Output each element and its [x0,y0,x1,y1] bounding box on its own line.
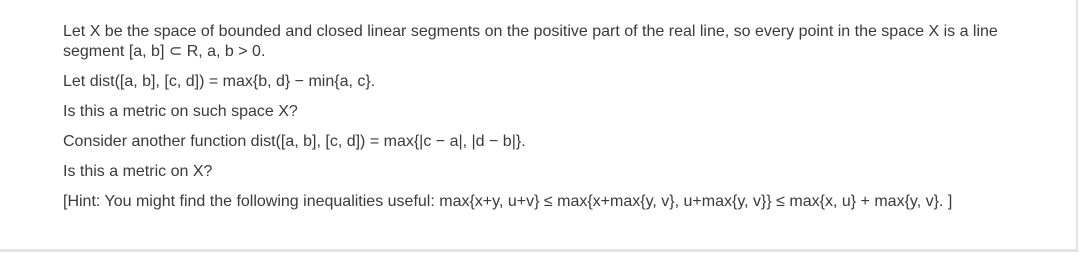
paragraph: [Hint: You might find the following ineq… [63,193,953,210]
paragraph: Is this a metric on such space X? [63,103,298,120]
paragraph: Is this a metric on X? [63,163,213,180]
paragraph: Consider another function dist([a, b], [… [63,133,526,150]
paragraph: Let X be the space of bounded and closed… [63,23,998,60]
paragraph: Let dist([a, b], [c, d]) = max{b, d} − m… [63,73,376,90]
question-text: Let X be the space of bounded and closed… [63,22,1018,222]
